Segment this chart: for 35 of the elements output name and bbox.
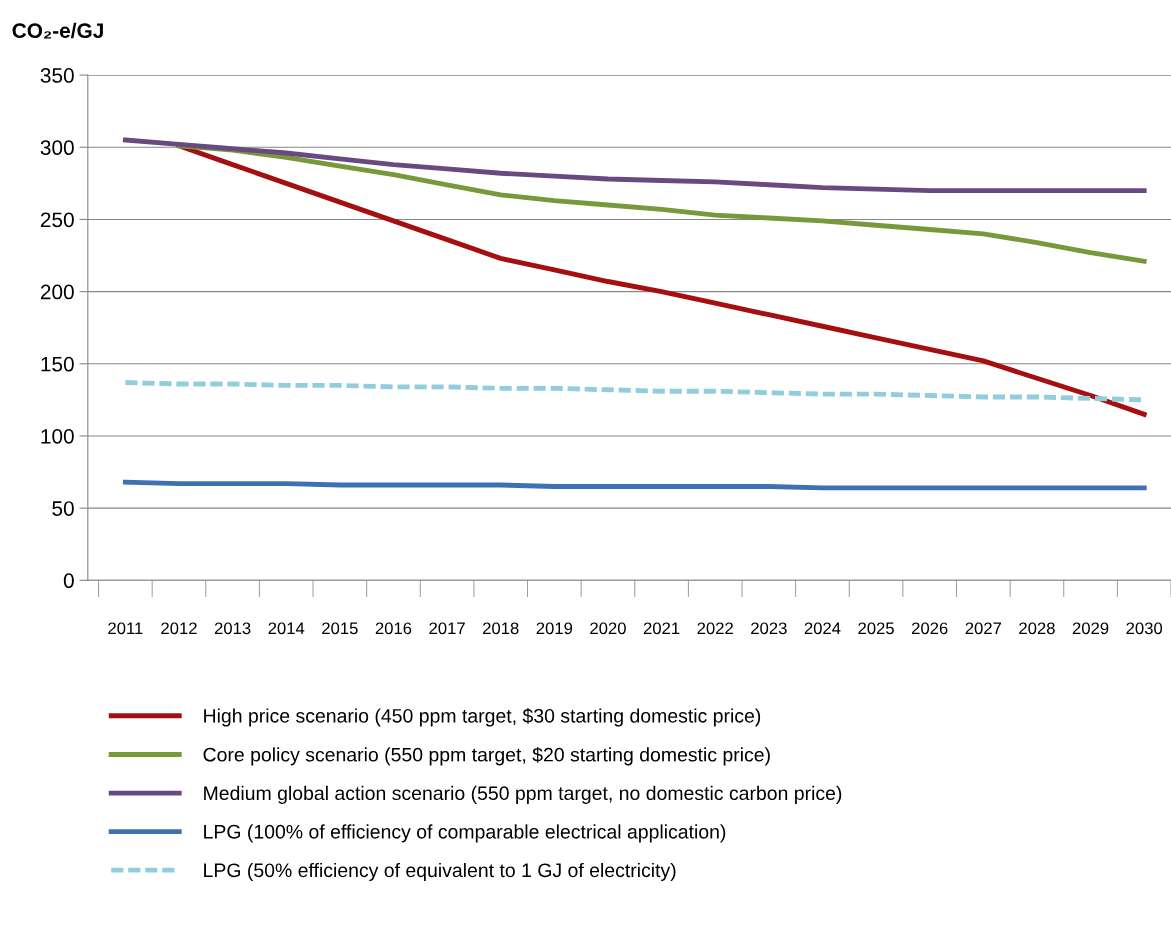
- x-tick-label: 2020: [590, 622, 626, 635]
- x-tick-label: 2022: [697, 622, 733, 635]
- x-tick-label: 2028: [1019, 622, 1055, 635]
- x-tick-label: 2030: [1126, 622, 1163, 635]
- x-tick-label: 2027: [965, 622, 1002, 635]
- x-tick-label: 2026: [912, 622, 948, 635]
- x-tick-label: 2023: [751, 622, 787, 635]
- x-tick-label: 2021: [643, 622, 680, 635]
- x-tick-label: 2016: [375, 622, 412, 635]
- y-tick-label: 100: [41, 428, 74, 444]
- y-tick-label: 150: [41, 356, 74, 372]
- x-tick-label: 2019: [536, 622, 573, 635]
- x-tick-label: 2029: [1072, 622, 1109, 635]
- y-tick-label: 200: [40, 284, 74, 300]
- legend-label: Medium global action scenario (550 ppm target, no domestic carbon price): [204, 785, 842, 804]
- x-tick-label: 2012: [161, 622, 197, 635]
- y-tick-label: 0: [63, 573, 74, 589]
- y-tick-label: 250: [40, 212, 74, 228]
- x-tick-label: 2018: [483, 622, 519, 635]
- line-series: [122, 137, 1147, 193]
- legend-label: Core policy scenario (550 ppm target, $20 starting domestic price): [203, 746, 770, 766]
- x-tick-label: 2014: [268, 622, 305, 635]
- x-tick-label: 2024: [804, 622, 841, 635]
- y-tick-label: 50: [52, 501, 74, 516]
- x-tick-label: 2017: [429, 622, 465, 635]
- x-tick-label: 2025: [858, 622, 894, 635]
- y-axis-title: CO₂-e/GJ: [12, 22, 103, 39]
- x-tick-label: 2015: [322, 622, 358, 635]
- x-tick-label: 2011: [108, 622, 143, 635]
- legend-label: High price scenario (450 ppm target, $30 starting domestic price): [204, 708, 761, 727]
- legend-label: LPG (100% of efficiency of comparable electrical application): [204, 824, 726, 843]
- y-tick-label: 300: [40, 140, 74, 156]
- legend-label: LPG (50% efficiency of equivalent to 1 GJ of electricity): [204, 862, 676, 882]
- x-tick-label: 2013: [214, 622, 251, 635]
- y-tick-label: 350: [40, 68, 74, 83]
